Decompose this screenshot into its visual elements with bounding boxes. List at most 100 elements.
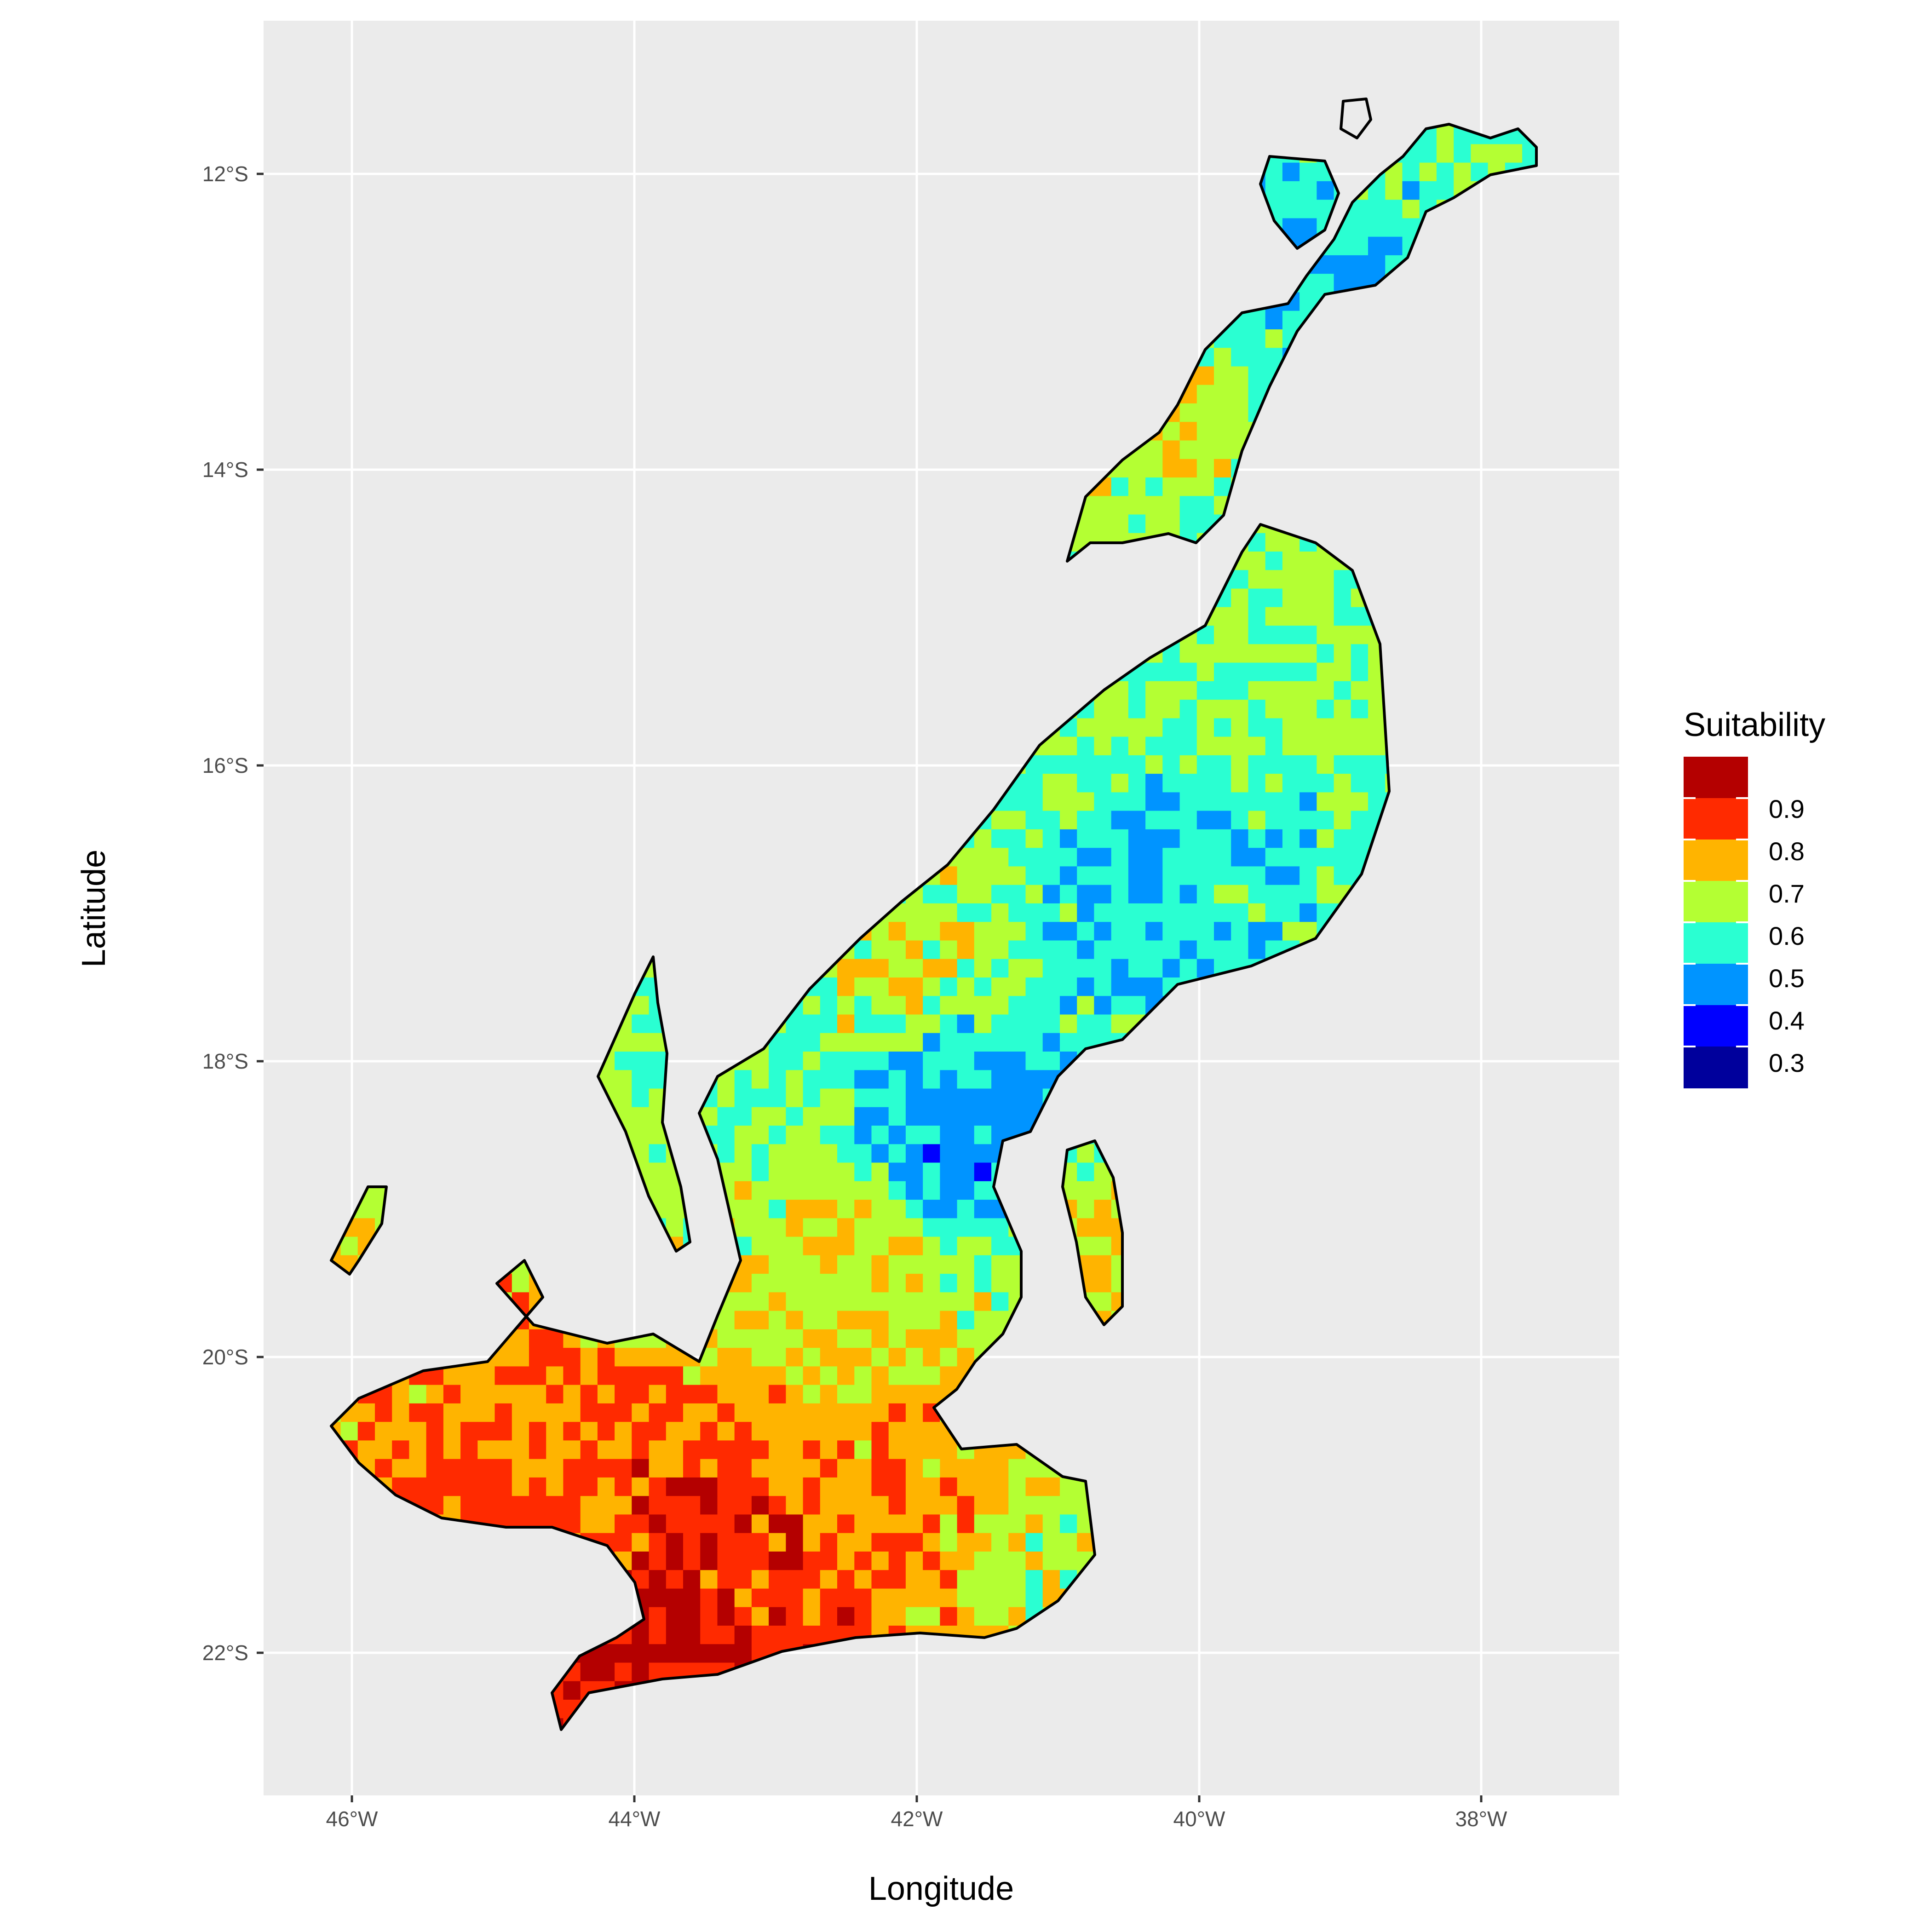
raster-cell <box>1368 236 1386 256</box>
raster-cell <box>1231 866 1248 886</box>
raster-cell <box>734 1088 752 1108</box>
raster-cell <box>1231 385 1248 404</box>
raster-cell <box>734 1107 752 1126</box>
raster-cell <box>1436 144 1454 163</box>
raster-cell <box>905 1274 923 1293</box>
raster-cell <box>615 1088 632 1108</box>
raster-cell <box>1128 755 1146 774</box>
raster-cell <box>1077 1236 1094 1256</box>
raster-cell <box>974 940 992 960</box>
raster-cell <box>632 996 650 1015</box>
raster-cell <box>1094 1236 1112 1256</box>
raster-cell <box>1334 829 1351 848</box>
raster-cell <box>1162 662 1180 682</box>
raster-cell <box>991 1274 1009 1293</box>
raster-cell <box>837 1052 855 1070</box>
raster-cell <box>1196 496 1214 515</box>
raster-cell <box>769 1200 786 1219</box>
raster-cell <box>974 848 992 867</box>
raster-cell <box>957 1181 975 1200</box>
raster-cell <box>751 1070 769 1089</box>
raster-cell <box>1094 1255 1112 1274</box>
raster-cell <box>512 1274 529 1293</box>
raster-cell <box>957 1033 975 1052</box>
raster-cell <box>1368 218 1386 237</box>
raster-cell <box>1454 144 1471 163</box>
raster-cell <box>1317 681 1334 700</box>
raster-cell <box>854 1052 872 1070</box>
raster-cell <box>1077 885 1094 904</box>
raster-cell <box>1077 996 1094 1015</box>
raster-cell <box>1317 866 1334 886</box>
raster-cell <box>820 1107 838 1126</box>
raster-cell <box>1094 848 1112 867</box>
raster-cell <box>905 1033 923 1052</box>
raster-cell <box>1042 792 1060 811</box>
raster-cell <box>1179 403 1197 422</box>
raster-cell <box>1111 903 1129 922</box>
raster-cell <box>871 1070 889 1089</box>
raster-cell <box>1196 662 1214 682</box>
raster-cell <box>1060 978 1077 996</box>
raster-cell <box>820 1070 838 1089</box>
raster-cell <box>1128 700 1146 719</box>
raster-cell <box>1128 978 1146 996</box>
raster-cell <box>1436 126 1454 144</box>
raster-cell <box>957 903 975 922</box>
raster-cell <box>1128 774 1146 793</box>
raster-cell <box>1179 496 1197 515</box>
raster-cell <box>803 1162 821 1182</box>
raster-cell <box>905 1088 923 1108</box>
raster-cell <box>1231 662 1248 682</box>
raster-cell <box>957 1014 975 1034</box>
raster-cell <box>1214 700 1231 719</box>
raster-cell <box>905 922 923 941</box>
raster-cell <box>1231 829 1248 848</box>
raster-cell <box>803 1181 821 1200</box>
raster-cell <box>1145 440 1163 460</box>
raster-cell <box>1231 570 1248 589</box>
raster-cell <box>1094 1274 1112 1293</box>
raster-cell <box>1077 1014 1094 1034</box>
raster-cell <box>1162 496 1180 515</box>
raster-cell <box>1077 736 1094 756</box>
raster-cell <box>786 1088 804 1108</box>
raster-cell <box>820 1200 838 1219</box>
raster-cell <box>769 1255 786 1274</box>
raster-cell <box>1471 144 1489 163</box>
raster-cell <box>871 1181 889 1200</box>
raster-cell <box>820 1218 838 1237</box>
raster-cell <box>1231 811 1248 830</box>
raster-cell <box>1436 181 1454 200</box>
raster-cell <box>940 1107 958 1126</box>
raster-cell <box>1231 348 1248 367</box>
raster-cell <box>1094 496 1112 515</box>
raster-cell <box>1300 200 1317 219</box>
raster-cell <box>751 1274 769 1293</box>
raster-cell <box>1351 218 1368 237</box>
raster-cell <box>1248 829 1266 848</box>
raster-cell <box>974 978 992 996</box>
raster-cell <box>1265 736 1283 756</box>
raster-cell <box>940 1200 958 1219</box>
raster-cell <box>1077 866 1094 886</box>
raster-cell <box>1145 736 1163 756</box>
raster-cell <box>923 1200 940 1219</box>
raster-cell <box>1265 607 1283 626</box>
raster-cell <box>717 1144 735 1163</box>
raster-cell <box>974 1255 992 1274</box>
raster-cell <box>1025 940 1043 960</box>
raster-cell <box>820 1014 838 1034</box>
raster-cell <box>1128 459 1146 478</box>
raster-cell <box>1162 459 1180 478</box>
raster-cell <box>1317 700 1334 719</box>
raster-cell <box>1265 552 1283 570</box>
raster-cell <box>1042 829 1060 848</box>
raster-cell <box>1025 811 1043 830</box>
raster-cell <box>1265 718 1283 737</box>
raster-cell <box>1265 310 1283 330</box>
raster-cell <box>854 1255 872 1274</box>
raster-cell <box>1162 774 1180 793</box>
raster-cell <box>991 1236 1009 1256</box>
raster-cell <box>1282 718 1300 737</box>
